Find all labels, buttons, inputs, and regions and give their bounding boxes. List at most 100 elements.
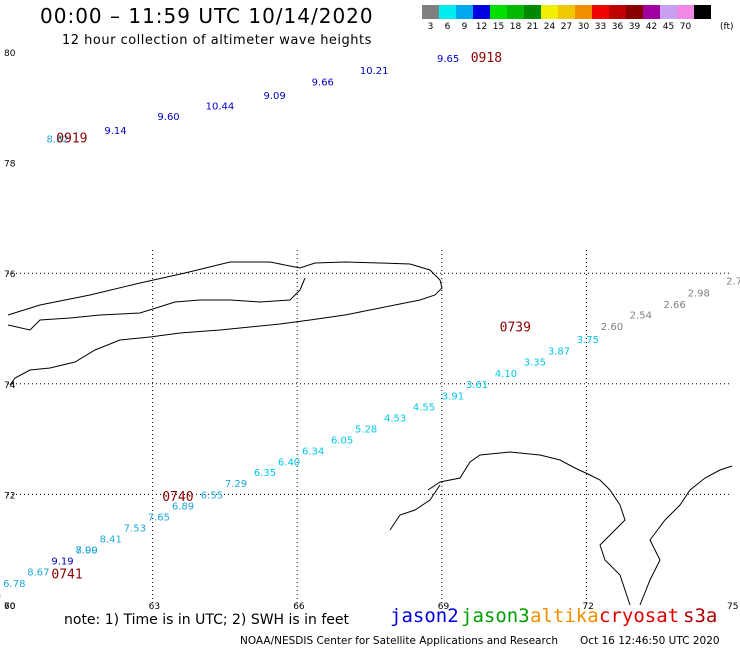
legend-swatch <box>558 5 575 19</box>
page-title: 00:00 – 11:59 UTC 10/14/2020 <box>40 4 374 28</box>
swh-value-label: 6.40 <box>278 458 300 469</box>
footnote-note: note: 1) Time is in UTC; 2) SWH is in fe… <box>64 612 350 628</box>
legend-swatch <box>439 5 456 19</box>
swh-value-label: 9.65 <box>437 54 459 65</box>
swh-value-label: 8.67 <box>27 568 49 579</box>
latitude-label: 70 <box>4 602 16 612</box>
longitude-label: 60 <box>4 602 16 612</box>
swh-value-label: 7.65 <box>148 512 170 523</box>
swh-value-label: 7.99 <box>75 546 97 557</box>
pass-time-label: 0741 <box>51 567 82 582</box>
legend-swatch <box>592 5 609 19</box>
swh-value-label: 3.61 <box>466 380 488 391</box>
swh-value-label: 10.21 <box>360 66 389 77</box>
swh-value-label: 4.10 <box>495 369 517 380</box>
swh-value-label: 8.41 <box>100 535 122 546</box>
swh-value-label: 3.35 <box>524 358 546 369</box>
swh-value-label: 9.66 <box>312 78 334 89</box>
pass-time-label: 0740 <box>162 490 193 505</box>
longitude-label: 75 <box>727 602 738 612</box>
coastline-novaya-zemlya <box>7 261 443 386</box>
mission-jason3: jason3 <box>461 605 530 627</box>
legend-label: 3 <box>427 22 434 32</box>
longitude-label: 72 <box>582 602 593 612</box>
longitude-label: 63 <box>149 602 160 612</box>
latitude-label: 72 <box>4 491 15 501</box>
swh-value-label: 5.28 <box>355 424 377 435</box>
swh-value-label: 9.60 <box>157 112 179 123</box>
swh-value-label: 9.09 <box>263 91 285 102</box>
swh-value-label: 6.34 <box>302 447 324 458</box>
mission-cryosat: cryosat <box>599 605 680 627</box>
mission-altika: altika <box>530 605 599 627</box>
page-subtitle: 12 hour collection of altimeter wave hei… <box>62 33 372 48</box>
swh-value-label: 6.35 <box>254 468 276 479</box>
mission-s3a: s3a <box>683 605 718 627</box>
swh-value-label: 2.60 <box>601 322 623 333</box>
swh-value-label: 6.05 <box>331 436 353 447</box>
pass-time-label: 0919 <box>56 132 87 147</box>
legend-swatch <box>643 5 660 19</box>
legend-label: 70 <box>679 22 692 32</box>
legend-swatch <box>694 5 711 19</box>
legend-label: 24 <box>543 22 556 32</box>
swh-value-label: 10.44 <box>206 102 235 113</box>
legend-swatch <box>422 5 439 19</box>
credit-line: NOAA/NESDIS Center for Satellite Applica… <box>240 635 558 647</box>
swh-value-label: 4.55 <box>413 402 435 413</box>
swh-value-label: 6.55 <box>0 590 1 601</box>
latitude-label: 78 <box>4 160 16 170</box>
swh-value-label: 9.14 <box>104 126 126 137</box>
swh-value-label: 6.55 <box>201 490 223 501</box>
coastline-baydaratskaya <box>389 484 441 531</box>
swh-value-label: 7.29 <box>225 479 247 490</box>
legend-label: 27 <box>560 22 573 32</box>
legend-swatch <box>575 5 592 19</box>
swh-value-label: 3.87 <box>548 346 570 357</box>
legend-swatch <box>660 5 677 19</box>
legend-unit: (ft) <box>720 22 734 32</box>
swh-value-label: 4.53 <box>384 413 406 424</box>
latitude-label: 80 <box>4 49 16 59</box>
swh-value-label: 6.89 <box>172 501 194 512</box>
coastline-north-island <box>7 277 306 331</box>
coastline-gydan <box>639 465 733 606</box>
legend-label: 15 <box>492 22 505 32</box>
legend-label: 30 <box>577 22 590 32</box>
legend-label: 9 <box>461 22 468 32</box>
legend-swatch <box>490 5 507 19</box>
legend-label: 39 <box>628 22 641 32</box>
legend-swatch <box>609 5 626 19</box>
legend-label: 33 <box>594 22 607 32</box>
color-legend <box>422 5 711 19</box>
swh-value-label: 6.78 <box>3 579 25 590</box>
longitude-label: 66 <box>293 602 305 612</box>
legend-label: 45 <box>662 22 675 32</box>
swh-value-label: 8.00 <box>75 546 97 557</box>
swh-value-label: 2.98 <box>688 288 710 299</box>
legend-swatch <box>626 5 643 19</box>
legend-swatch <box>541 5 558 19</box>
pass-time-label: 0739 <box>500 320 531 335</box>
longitude-label: 69 <box>438 602 450 612</box>
legend-label: 21 <box>526 22 539 32</box>
swh-value-label: 3.75 <box>577 335 599 346</box>
mission-jason2: jason2 <box>390 605 459 627</box>
swh-value-label: 9.19 <box>51 557 73 568</box>
legend-label: 36 <box>611 22 624 32</box>
swh-value-label: 2.54 <box>630 311 652 322</box>
legend-label: 6 <box>444 22 451 32</box>
pass-time-label: 0918 <box>471 51 502 66</box>
legend-label: 12 <box>475 22 488 32</box>
generated-timestamp: Oct 16 12:46:50 UTC 2020 <box>580 635 720 647</box>
swh-value-label: 3.91 <box>442 391 464 402</box>
latitude-label: 74 <box>4 381 16 391</box>
swh-value-label: 7.53 <box>124 523 146 534</box>
swh-value-label: 2.66 <box>664 300 686 311</box>
legend-swatch <box>677 5 694 19</box>
swh-value-label: 8.82 <box>47 135 69 146</box>
legend-swatch <box>456 5 473 19</box>
latitude-label: 76 <box>4 270 16 280</box>
legend-swatch <box>507 5 524 19</box>
